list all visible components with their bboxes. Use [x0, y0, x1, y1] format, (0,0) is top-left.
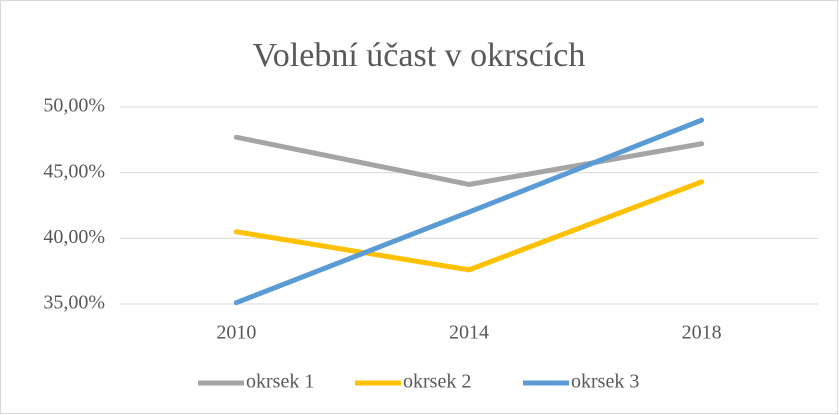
y-tick-label: 35,00%	[43, 292, 105, 314]
chart-title: Volební účast v okrscích	[253, 37, 586, 74]
y-tick-label: 40,00%	[43, 226, 105, 248]
y-tick-label: 45,00%	[43, 160, 105, 182]
legend-label: okrsek 1	[246, 371, 314, 393]
x-tick-label: 2018	[682, 322, 722, 344]
series-line	[233, 179, 705, 273]
legend-label: okrsek 2	[403, 371, 471, 393]
x-tick-label: 2014	[449, 322, 489, 344]
series-line	[233, 117, 705, 306]
legend-label: okrsek 3	[571, 371, 639, 393]
series-line	[233, 134, 705, 187]
y-tick-label: 50,00%	[43, 95, 105, 117]
x-tick-label: 2010	[216, 322, 256, 344]
